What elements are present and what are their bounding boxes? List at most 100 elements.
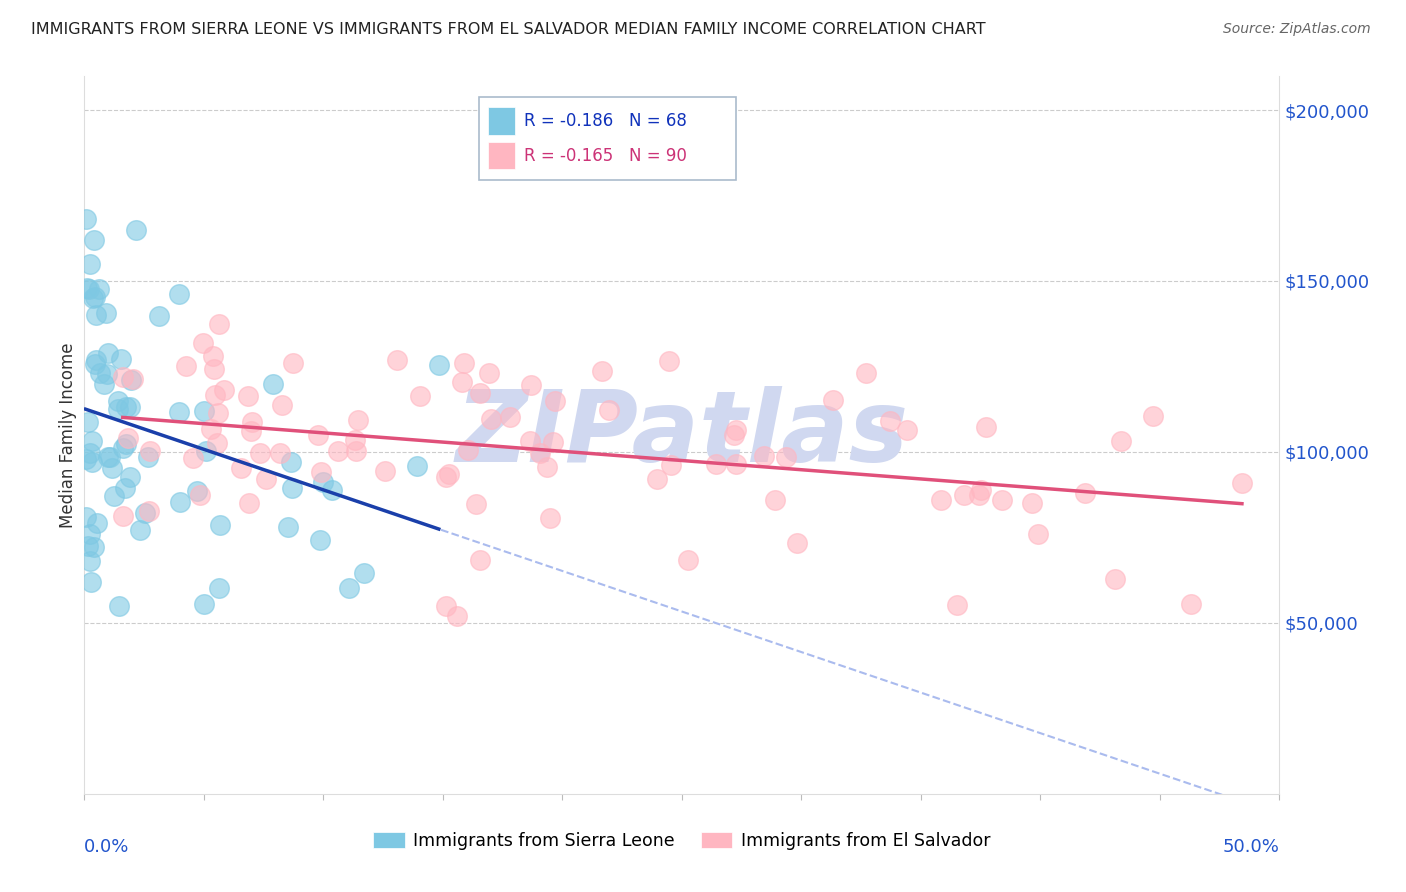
Point	[427, 359, 450, 373]
Point	[84, 308, 107, 322]
Point	[239, 425, 262, 439]
Point	[974, 420, 997, 434]
Point	[763, 492, 786, 507]
Point	[229, 460, 252, 475]
Point	[437, 467, 460, 481]
Point	[96, 306, 118, 320]
Point	[98, 450, 121, 464]
Point	[280, 455, 302, 469]
Point	[821, 393, 844, 408]
Text: 0.0%: 0.0%	[84, 838, 129, 856]
Point	[1074, 486, 1097, 500]
Point	[591, 364, 613, 378]
Bar	[488, 142, 515, 169]
Text: R = -0.186   N = 68: R = -0.186 N = 68	[524, 112, 688, 130]
Point	[76, 540, 98, 554]
Point	[262, 377, 284, 392]
Point	[328, 443, 350, 458]
Point	[80, 574, 103, 589]
Point	[408, 389, 430, 403]
Point	[79, 526, 101, 541]
Point	[658, 354, 681, 368]
Point	[208, 581, 231, 595]
Point	[195, 444, 218, 458]
Text: R = -0.165   N = 90: R = -0.165 N = 90	[524, 146, 688, 164]
Point	[89, 282, 111, 296]
Point	[86, 516, 108, 531]
Point	[82, 455, 104, 469]
Point	[931, 492, 953, 507]
Point	[307, 427, 329, 442]
Point	[311, 475, 333, 489]
Point	[752, 449, 775, 463]
Point	[83, 357, 105, 371]
Point	[598, 402, 620, 417]
Point	[120, 373, 142, 387]
Point	[347, 413, 370, 427]
Point	[309, 465, 332, 479]
Point	[678, 553, 700, 567]
Point	[174, 359, 197, 374]
Point	[1230, 475, 1253, 490]
Point	[118, 470, 141, 484]
Point	[238, 496, 260, 510]
Point	[254, 472, 277, 486]
Point	[107, 394, 129, 409]
Point	[339, 581, 361, 595]
Point	[204, 388, 226, 402]
Point	[122, 372, 145, 386]
Point	[271, 398, 294, 412]
Text: ZIPatlas: ZIPatlas	[456, 386, 908, 483]
Point	[100, 460, 122, 475]
Point	[775, 450, 797, 464]
Point	[97, 345, 120, 359]
Point	[214, 383, 236, 397]
Point	[249, 446, 271, 460]
Point	[309, 533, 332, 547]
Point	[115, 401, 138, 415]
Point	[277, 520, 299, 534]
Point	[79, 554, 101, 568]
Point	[202, 361, 225, 376]
Point	[446, 609, 468, 624]
Point	[536, 459, 558, 474]
Point	[103, 489, 125, 503]
Point	[406, 458, 429, 473]
Point	[991, 493, 1014, 508]
Point	[434, 470, 457, 484]
Point	[723, 427, 745, 442]
Point	[75, 212, 97, 227]
Point	[112, 370, 135, 384]
Point	[436, 599, 458, 613]
Point	[464, 497, 486, 511]
Point	[1028, 527, 1050, 541]
Point	[97, 450, 120, 464]
Point	[967, 488, 990, 502]
Point	[538, 511, 561, 525]
Point	[108, 599, 131, 613]
Point	[945, 598, 967, 612]
Point	[139, 443, 162, 458]
Point	[136, 450, 159, 464]
Point	[193, 404, 215, 418]
Point	[1104, 572, 1126, 586]
Point	[76, 281, 98, 295]
Point	[84, 290, 107, 304]
Point	[112, 441, 135, 455]
Point	[387, 352, 409, 367]
Point	[468, 552, 491, 566]
Point	[120, 400, 142, 414]
Point	[478, 366, 501, 380]
Point	[499, 409, 522, 424]
Point	[1109, 434, 1132, 449]
Point	[879, 414, 901, 428]
Point	[93, 377, 115, 392]
Bar	[488, 107, 515, 135]
Point	[200, 422, 222, 436]
Point	[205, 436, 228, 450]
Point	[86, 352, 108, 367]
Point	[855, 367, 877, 381]
Point	[110, 351, 132, 366]
Point	[117, 431, 139, 445]
Point	[786, 535, 808, 549]
